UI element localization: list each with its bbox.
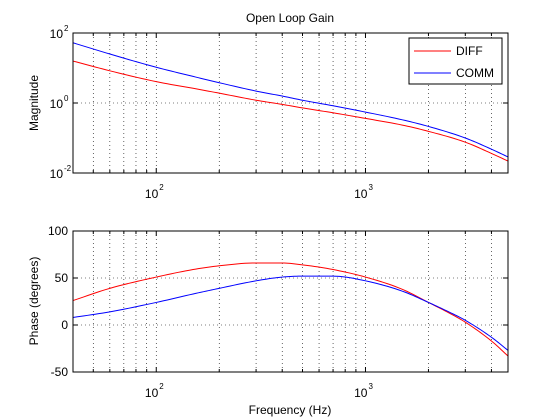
y-tick-label-base: 10 (50, 167, 64, 181)
magnitude-subplot: 10 -210 010 210 2 10 3 Open Loop Gain Magnitud… (27, 11, 509, 201)
x-tick-label-exp: 2 (159, 183, 164, 192)
phase-ylabel: Phase (degrees) (27, 257, 41, 346)
phase-xlabel: Frequency (Hz) (249, 403, 332, 417)
y-tick-label-exp: 0 (64, 94, 69, 103)
legend-label-diff: DIFF (456, 44, 483, 58)
phase-grid (72, 231, 508, 372)
y-tick-label: -50 (51, 365, 69, 379)
x-tick-label-base: 10 (354, 187, 368, 201)
phase-plot-area (73, 231, 508, 372)
y-tick-label-base: 10 (50, 27, 64, 41)
y-tick-label-exp: 2 (64, 24, 69, 33)
magnitude-ticks: 10 -210 010 210 2 10 3 (50, 24, 508, 201)
legend-label-comm: COMM (456, 66, 494, 80)
y-tick-label-base: 10 (50, 97, 64, 111)
legend: DIFF COMM (408, 37, 503, 85)
y-tick-label: 100 (48, 224, 68, 238)
series-diff-line (72, 262, 509, 357)
y-tick-label: 0 (61, 318, 68, 332)
x-tick-label-exp: 2 (159, 382, 164, 391)
magnitude-lines (72, 42, 509, 162)
y-tick-label: 50 (55, 271, 69, 285)
series-diff-line (72, 60, 509, 162)
series-comm-line (72, 42, 509, 158)
x-tick-label-exp: 3 (368, 382, 373, 391)
x-tick-label-base: 10 (354, 386, 368, 400)
x-tick-label-exp: 3 (368, 183, 373, 192)
legend-box (408, 37, 503, 85)
x-tick-label-base: 10 (145, 187, 159, 201)
magnitude-title: Open Loop Gain (246, 11, 334, 25)
series-comm-line (72, 275, 509, 351)
y-tick-label-exp: -2 (64, 164, 72, 173)
phase-lines (72, 262, 509, 357)
magnitude-ylabel: Magnitude (27, 75, 41, 131)
x-tick-label-base: 10 (145, 386, 159, 400)
phase-axes-box (72, 230, 509, 373)
